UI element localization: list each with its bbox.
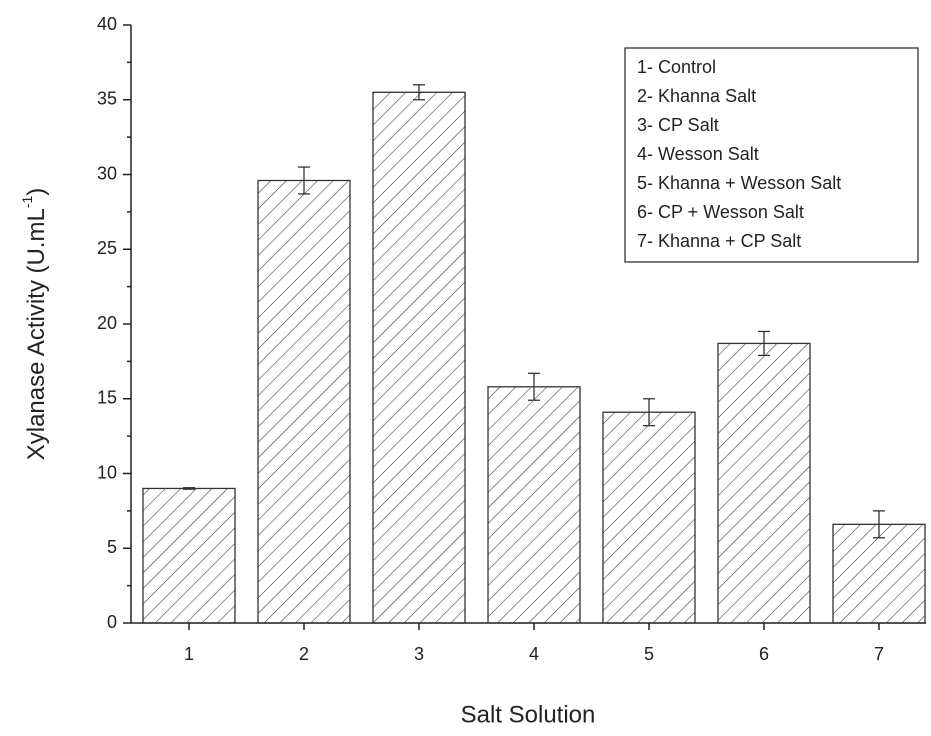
bar	[832, 523, 926, 624]
legend-entry: 3- CP Salt	[637, 115, 719, 135]
x-tick-label: 6	[759, 644, 769, 664]
bar	[257, 179, 351, 624]
legend-entry: 7- Khanna + CP Salt	[637, 231, 801, 251]
y-label-text: Xylanase Activity (U.mL	[23, 208, 50, 460]
bar	[602, 411, 696, 624]
x-axis-label: Salt Solution	[461, 701, 596, 728]
x-tick-label: 3	[414, 644, 424, 664]
x-tick-label: 4	[529, 644, 539, 664]
y-tick-label: 25	[97, 238, 117, 258]
y-tick-label: 35	[97, 89, 117, 109]
x-tick-label: 1	[184, 644, 194, 664]
x-tick-label: 7	[874, 644, 884, 664]
y-tick-label: 15	[97, 388, 117, 408]
y-tick-label: 5	[107, 537, 117, 557]
y-tick-label: 30	[97, 163, 117, 183]
y-label-close: )	[23, 188, 50, 196]
x-tick-label: 5	[644, 644, 654, 664]
bar	[717, 342, 811, 624]
legend-entry: 1- Control	[637, 57, 716, 77]
bar	[372, 91, 466, 624]
bar	[487, 386, 581, 624]
y-tick-label: 20	[97, 313, 117, 333]
bar	[142, 487, 236, 624]
y-label-superscript: -1	[19, 196, 35, 209]
legend-entry: 5- Khanna + Wesson Salt	[637, 173, 841, 193]
legend-entry: 2- Khanna Salt	[637, 86, 756, 106]
legend-box	[624, 47, 919, 263]
y-axis-label: Xylanase Activity (U.mL-1)	[19, 188, 51, 461]
y-tick-label: 10	[97, 462, 117, 482]
legend-entry: 6- CP + Wesson Salt	[637, 202, 804, 222]
y-tick-label: 0	[107, 612, 117, 632]
x-tick-label: 2	[299, 644, 309, 664]
y-tick-label: 40	[97, 14, 117, 34]
legend-entry: 4- Wesson Salt	[637, 144, 759, 164]
